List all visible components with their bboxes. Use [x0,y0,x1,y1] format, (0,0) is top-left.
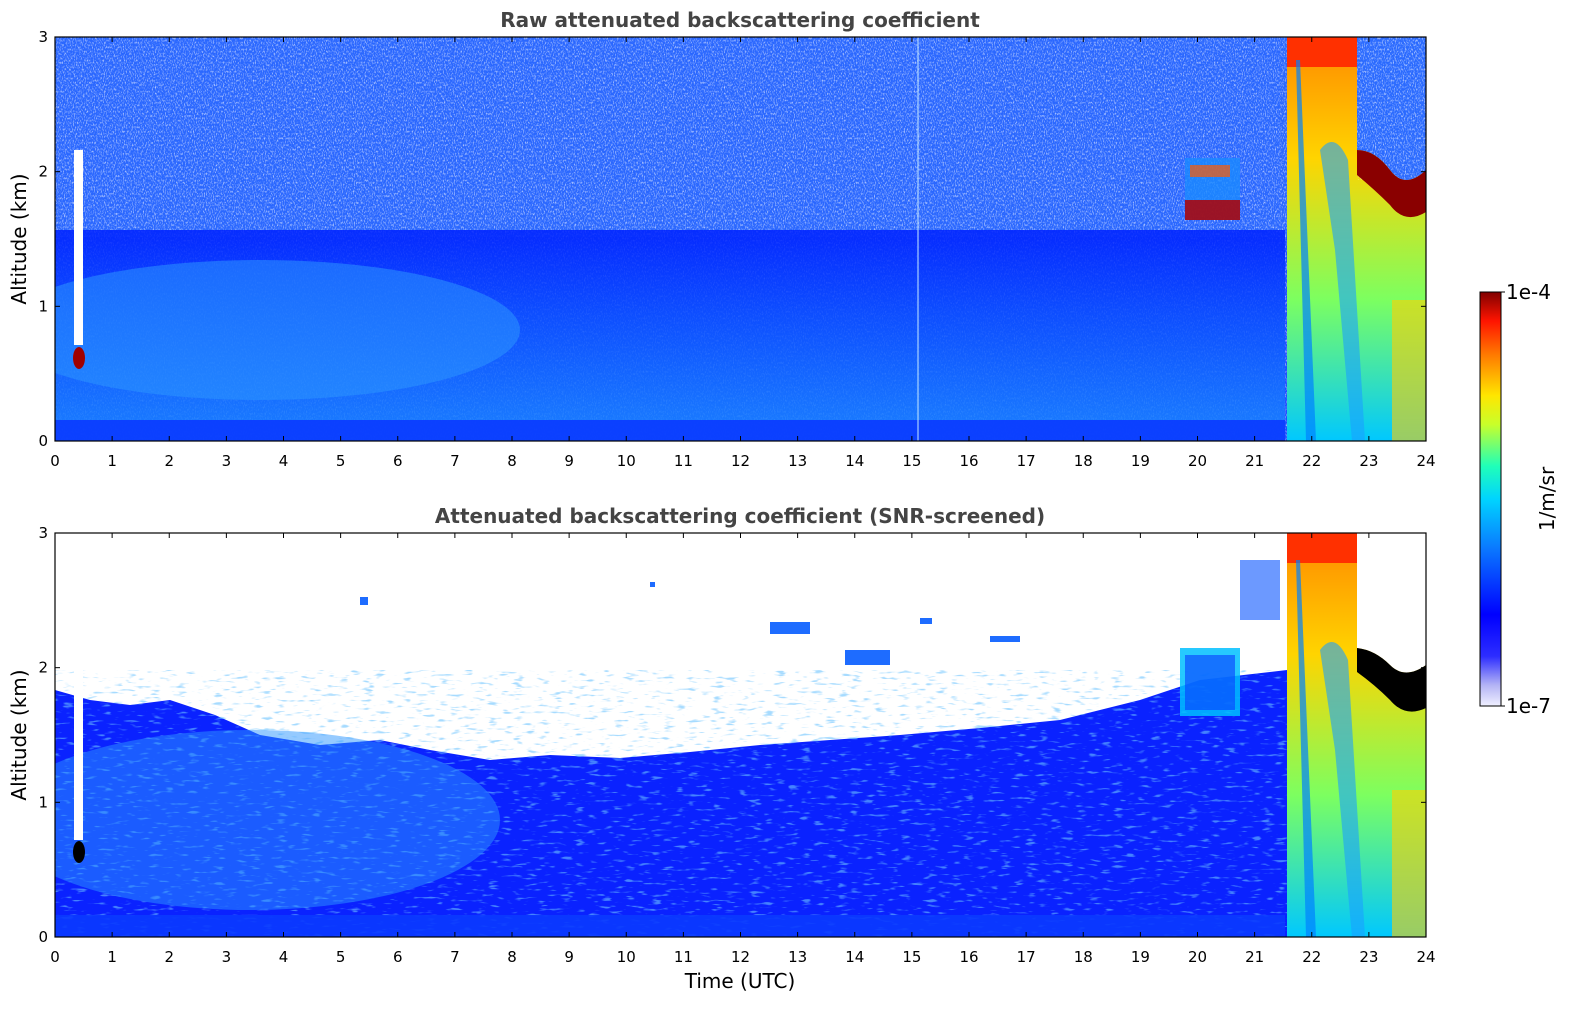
x-tick-label: 2 [164,452,174,470]
x-tick-label: 13 [788,452,807,470]
y-tick-label: 0 [38,432,48,450]
heatmap-raw [55,37,1426,441]
x-tick-label: 3 [222,948,232,966]
panel-screened: Attenuated backscattering coefficient (S… [7,504,1436,993]
x-tick-label: 11 [674,452,693,470]
x-tick-label: 10 [617,452,636,470]
x-tick-label: 0 [50,948,60,966]
heatmap-screened [55,533,1426,937]
x-tick-label: 19 [1131,948,1150,966]
x-tick-label: 15 [902,948,921,966]
x-tick-label: 23 [1359,948,1378,966]
x-tick-label: 4 [279,452,289,470]
x-tick-label: 17 [1017,452,1036,470]
x-tick-label: 23 [1359,452,1378,470]
x-tick-label: 10 [617,948,636,966]
x-tick-label: 8 [507,452,517,470]
x-tick-label: 9 [564,452,574,470]
x-tick-label: 12 [731,948,750,966]
y-tick-label: 3 [38,28,48,46]
x-axis-raw: 0 1 2 3 4 5 6 7 8 9 10 11 12 13 14 15 16 17 18 19 20 21 22 23 24 [50,37,1436,470]
x-tick-label: 20 [1188,452,1207,470]
x-tick-label: 4 [279,948,289,966]
x-tick-label: 15 [902,452,921,470]
x-tick-label: 3 [222,452,232,470]
chart-title-raw: Raw attenuated backscattering coefficien… [500,8,980,32]
x-tick-label: 7 [450,452,460,470]
x-tick-label: 6 [393,452,403,470]
x-tick-label: 22 [1302,452,1321,470]
y-axis-screened: 0 1 2 3 [38,524,1426,946]
x-tick-label: 21 [1245,452,1264,470]
y-tick-label: 3 [38,524,48,542]
x-tick-label: 12 [731,452,750,470]
x-tick-label: 0 [50,452,60,470]
colorbar-min-label: 1e-7 [1506,694,1551,718]
x-tick-label: 21 [1245,948,1264,966]
y-tick-label: 2 [38,659,48,677]
y-tick-label: 1 [38,793,48,811]
x-tick-label: 16 [959,452,978,470]
colorbar: 1e-4 1e-7 1/m/sr [1479,280,1559,718]
x-tick-label: 9 [564,948,574,966]
x-tick-label: 14 [845,948,864,966]
colorbar-unit-label: 1/m/sr [1535,466,1559,531]
x-tick-label: 24 [1416,452,1435,470]
x-tick-label: 22 [1302,948,1321,966]
x-tick-label: 1 [107,452,117,470]
x-tick-label: 18 [1074,452,1093,470]
x-tick-label: 7 [450,948,460,966]
x-tick-label: 8 [507,948,517,966]
y-tick-label: 2 [38,163,48,181]
x-tick-label: 5 [336,452,346,470]
x-tick-label: 20 [1188,948,1207,966]
x-tick-label: 24 [1416,948,1435,966]
y-axis-label-raw: Altitude (km) [7,173,31,304]
x-tick-label: 6 [393,948,403,966]
panel-raw: Raw attenuated backscattering coefficien… [7,8,1436,470]
colorbar-max-label: 1e-4 [1506,280,1551,304]
colorbar-scale [1479,291,1502,707]
chart-title-screened: Attenuated backscattering coefficient (S… [435,504,1045,528]
x-tick-label: 17 [1017,948,1036,966]
y-tick-label: 1 [38,297,48,315]
y-tick-label: 0 [38,928,48,946]
y-axis-raw: 0 1 2 3 [38,28,1426,450]
x-tick-label: 1 [107,948,117,966]
y-axis-label-screened: Altitude (km) [7,669,31,800]
x-tick-label: 14 [845,452,864,470]
x-tick-label: 2 [164,948,174,966]
x-tick-label: 16 [959,948,978,966]
x-axis-screened: 0 1 2 3 4 5 6 7 8 9 10 11 12 13 14 15 16 17 18 19 20 21 22 23 24 [50,533,1436,966]
x-tick-label: 19 [1131,452,1150,470]
x-tick-label: 18 [1074,948,1093,966]
x-axis-label: Time (UTC) [684,969,796,993]
x-tick-label: 13 [788,948,807,966]
x-tick-label: 11 [674,948,693,966]
x-tick-label: 5 [336,948,346,966]
